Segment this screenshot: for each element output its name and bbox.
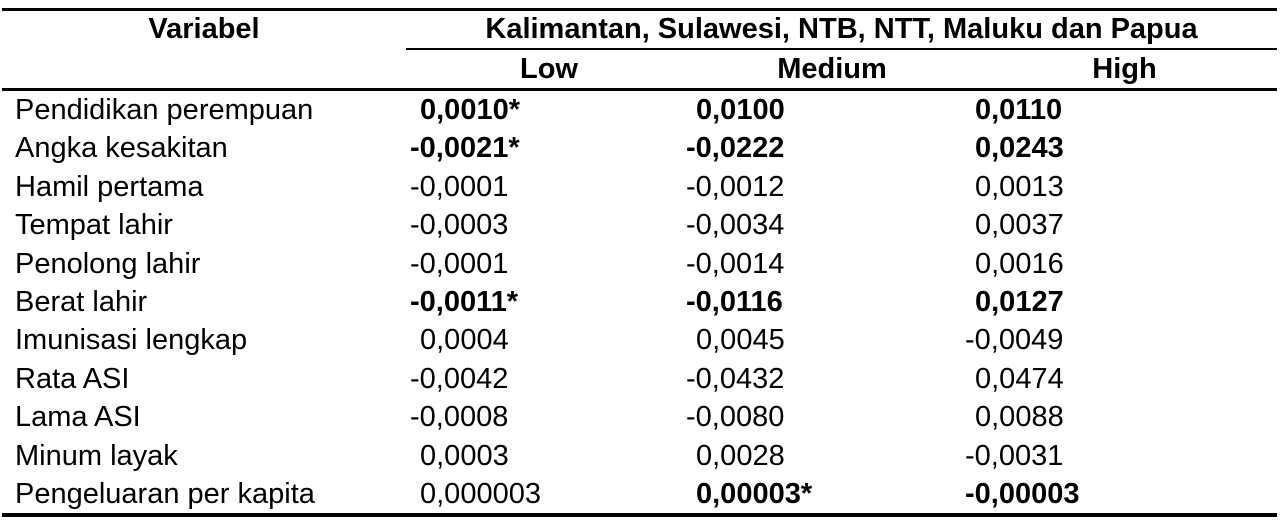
value-cell-low: -0,0011* xyxy=(410,285,519,318)
variable-name-cell: Minum layak xyxy=(15,439,178,472)
value-cell-low: -0,0001 xyxy=(410,247,509,280)
table-row: Minum layak 0,0003 0,0028 -0,0031 xyxy=(2,437,1277,475)
variable-name-cell: Pendidikan perempuan xyxy=(15,94,314,126)
value-cell-high: 0,0013 xyxy=(975,170,1064,203)
value-cell-high: 0,0037 xyxy=(975,209,1064,242)
value-cell-low: -0,0042 xyxy=(410,362,509,395)
value-cell-low: 0,0004 xyxy=(420,324,509,357)
value-cell-high: 0,0243 xyxy=(975,132,1064,165)
value-cell-low: 0,0010* xyxy=(420,94,520,126)
variable-name-cell: Hamil pertama xyxy=(15,170,204,203)
variable-name-cell: Pengeluaran per kapita xyxy=(15,477,315,510)
value-cell-low: 0,000003 xyxy=(420,477,541,510)
value-cell-medium: -0,0014 xyxy=(686,247,785,280)
table-row: Rata ASI -0,0042 -0,0432 0,0474 xyxy=(2,360,1277,398)
value-cell-low: -0,0003 xyxy=(410,209,509,242)
value-cell-high: 0,0110 xyxy=(975,94,1063,126)
table-row: Pengeluaran per kapita 0,000003 0,00003*… xyxy=(2,475,1277,513)
value-cell-high: 0,0088 xyxy=(975,401,1064,434)
value-cell-medium: -0,0222 xyxy=(686,132,785,165)
column-header-variabel: Variabel xyxy=(148,13,260,45)
value-cell-low: 0,0003 xyxy=(420,439,509,472)
value-cell-high: -0,0031 xyxy=(965,439,1064,472)
subheader-spacer xyxy=(2,50,406,88)
value-cell-medium: 0,0028 xyxy=(696,439,785,472)
column-header-medium: Medium xyxy=(777,53,887,85)
value-cell-medium: -0,0116 xyxy=(686,285,783,318)
variable-name-cell: Angka kesakitan xyxy=(15,132,228,165)
value-cell-high: -0,00003 xyxy=(965,477,1080,510)
value-cell-low: -0,0008 xyxy=(410,401,509,434)
variable-name-cell: Rata ASI xyxy=(15,362,130,395)
variable-name-cell: Berat lahir xyxy=(15,285,148,318)
value-cell-medium: 0,0045 xyxy=(696,324,785,357)
value-cell-low: -0,0001 xyxy=(410,170,509,203)
table-row: Angka kesakitan -0,0021* -0,0222 0,0243 xyxy=(2,129,1277,167)
table-row: Lama ASI -0,0008 -0,0080 0,0088 xyxy=(2,398,1277,436)
value-cell-high: 0,0474 xyxy=(975,362,1064,395)
value-cell-medium: -0,0080 xyxy=(686,401,785,434)
variable-name-cell: Lama ASI xyxy=(15,401,141,434)
column-header-high: High xyxy=(1092,53,1157,85)
column-group-header-region: Kalimantan, Sulawesi, NTB, NTT, Maluku d… xyxy=(406,11,1277,50)
table-row: Hamil pertama -0,0001 -0,0012 0,0013 xyxy=(2,168,1277,206)
value-cell-medium: 0,00003* xyxy=(696,477,813,510)
table-row: Tempat lahir -0,0003 -0,0034 0,0037 xyxy=(2,206,1277,244)
variable-name-cell: Imunisasi lengkap xyxy=(15,324,248,357)
table-row: Penolong lahir -0,0001 -0,0014 0,0016 xyxy=(2,245,1277,283)
table-header-row: Variabel Kalimantan, Sulawesi, NTB, NTT,… xyxy=(2,11,1277,50)
value-cell-low: -0,0021* xyxy=(410,132,520,165)
value-cell-high: -0,0049 xyxy=(965,324,1064,357)
table-row: Berat lahir -0,0011* -0,0116 0,0127 xyxy=(2,283,1277,321)
value-cell-medium: -0,0012 xyxy=(686,170,785,203)
variable-name-cell: Tempat lahir xyxy=(15,209,173,242)
variable-name-cell: Penolong lahir xyxy=(15,247,201,280)
value-cell-high: 0,0127 xyxy=(975,285,1064,318)
decomposition-results-table: Variabel Kalimantan, Sulawesi, NTB, NTT,… xyxy=(2,8,1277,518)
value-cell-medium: -0,0432 xyxy=(686,362,785,395)
table-row: Imunisasi lengkap 0,0004 0,0045 -0,0049 xyxy=(2,321,1277,359)
table-row: Pendidikan perempuan 0,0010* 0,0100 0,01… xyxy=(2,91,1277,129)
value-cell-medium: 0,0100 xyxy=(696,94,785,126)
column-header-low: Low xyxy=(520,53,578,85)
value-cell-medium: -0,0034 xyxy=(686,209,785,242)
table-subheader-row: Low Medium High xyxy=(2,50,1277,91)
value-cell-high: 0,0016 xyxy=(975,247,1064,280)
